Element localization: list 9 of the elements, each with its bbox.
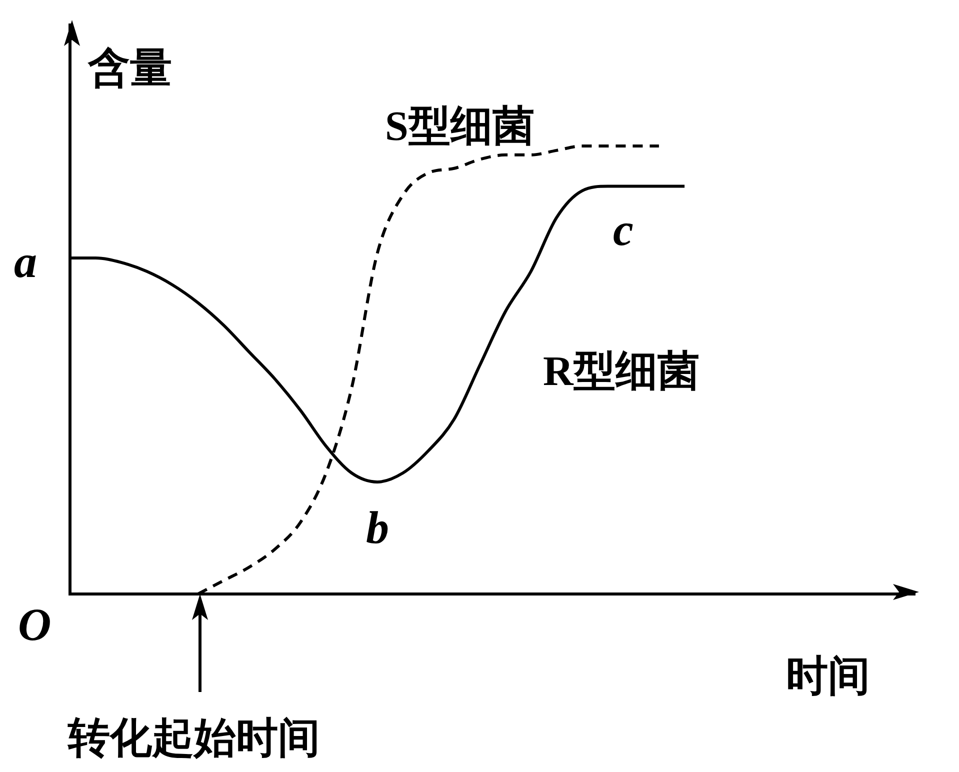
annotation: c	[613, 204, 634, 255]
x-axis-title: 时间	[786, 654, 870, 700]
text: 转化起始时间	[67, 716, 320, 762]
y-axis-title: 含量	[87, 46, 172, 92]
series-label: R型细菌	[543, 349, 700, 395]
text: a	[14, 236, 37, 287]
series-label: S型细菌	[385, 104, 534, 150]
text: O	[18, 599, 52, 650]
annotation: b	[366, 502, 389, 553]
